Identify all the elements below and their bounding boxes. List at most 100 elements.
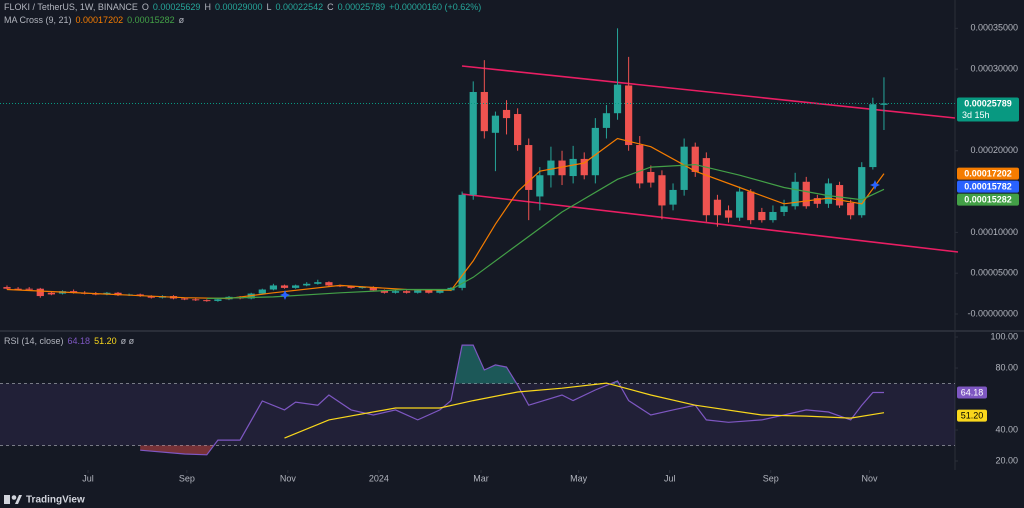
rsi-legend: RSI (14, close) 64.18 51.20 ø ø xyxy=(4,336,134,346)
candle-body xyxy=(747,191,755,221)
indicator-legend: MA Cross (9, 21) 0.00017202 0.00015282 ø xyxy=(4,15,184,25)
price-label: 0.00017202 xyxy=(964,168,1012,178)
rsi-value: 51.20 xyxy=(94,336,117,346)
x-tick-label: Jul xyxy=(82,473,94,483)
candle-body xyxy=(314,282,322,284)
ohlc-key: O xyxy=(141,2,149,12)
candle-body xyxy=(835,185,844,206)
candle-body xyxy=(214,299,222,301)
indicator-value: 0.00017202 xyxy=(75,15,124,25)
ohlc-key: L xyxy=(266,2,272,12)
candle-body xyxy=(14,288,22,290)
candle-body xyxy=(258,289,266,294)
price-label-box xyxy=(957,193,1019,206)
y-tick-label: 0.00010000 xyxy=(970,227,1018,237)
candle-body xyxy=(525,145,533,190)
candle-body xyxy=(847,202,855,216)
signal-marker xyxy=(870,180,880,190)
price-label: 0.00025789 xyxy=(964,98,1012,108)
rsi-label: 64.18 xyxy=(961,387,984,397)
price-label-box xyxy=(957,180,1019,193)
candle-body xyxy=(458,194,466,288)
indicator-name: MA Cross (9, 21) xyxy=(4,15,72,25)
candle-body xyxy=(802,181,810,207)
candle-body xyxy=(3,287,11,289)
y-tick-label: 0.00035000 xyxy=(970,23,1018,33)
candle-body xyxy=(425,290,433,293)
y-tick-label: -0.00000000 xyxy=(967,308,1018,318)
x-tick-label: Nov xyxy=(280,473,297,483)
series-line xyxy=(140,344,884,456)
candle-body xyxy=(502,109,511,119)
candle-body xyxy=(736,191,744,218)
candle-body xyxy=(347,286,355,288)
candle-body xyxy=(724,210,733,218)
candle-body xyxy=(680,146,688,190)
x-tick-label: Sep xyxy=(763,473,779,483)
candle-body xyxy=(602,113,611,128)
x-tick-label: Mar xyxy=(473,473,489,483)
ohlc-key: H xyxy=(204,2,211,12)
candle-body xyxy=(303,283,311,286)
candle-body xyxy=(869,104,877,168)
rsi-icon: ø ø xyxy=(120,336,135,346)
candle-body xyxy=(858,167,866,216)
candle-body xyxy=(192,299,200,301)
candle-body xyxy=(769,211,777,221)
candle-body xyxy=(203,300,211,302)
x-tick-label: Nov xyxy=(862,473,879,483)
candle-body xyxy=(436,290,444,293)
series-line xyxy=(6,137,885,300)
y-tick-label: 80.00 xyxy=(995,362,1018,372)
symbol: FLOKI / TetherUS, 1W, BINANCE xyxy=(4,2,138,12)
candle-body xyxy=(69,291,78,293)
candle-body xyxy=(469,91,477,195)
change: +0.00000160 (+0.62%) xyxy=(389,2,482,12)
candle-body xyxy=(269,285,278,290)
series-line xyxy=(284,382,885,439)
price-label: 0.00015782 xyxy=(964,181,1012,191)
series-line xyxy=(206,163,885,300)
trend-line xyxy=(461,193,959,253)
price-label-box xyxy=(957,167,1019,180)
candle-body xyxy=(391,291,400,293)
candle-body xyxy=(625,85,633,146)
candle-body xyxy=(25,288,33,290)
candle-body xyxy=(480,91,488,132)
x-tick-label: May xyxy=(570,473,588,483)
y-tick-label: 40.00 xyxy=(995,424,1018,434)
y-tick-label: 100.00 xyxy=(990,331,1018,341)
candle-body xyxy=(514,114,522,146)
candle-body xyxy=(36,288,44,297)
rsi-label: 51.20 xyxy=(961,411,984,421)
candle-body xyxy=(114,292,122,296)
rsi-label-box xyxy=(957,386,987,399)
overbought-fill xyxy=(454,345,619,384)
ohlc-value: 0.00029000 xyxy=(214,2,263,12)
candle-body xyxy=(713,199,722,216)
candle-body xyxy=(358,287,366,289)
y-tick-label: 0.00005000 xyxy=(970,268,1018,278)
candle-body xyxy=(758,211,766,221)
candle-body xyxy=(147,296,155,298)
candle-body xyxy=(536,175,544,197)
candle-body xyxy=(780,206,788,212)
candle-body xyxy=(613,84,622,114)
candle-body xyxy=(591,127,599,176)
rsi-label-box xyxy=(957,409,987,422)
candle-body xyxy=(180,298,189,300)
price-label: 0.00015282 xyxy=(964,194,1012,204)
candle-body xyxy=(702,158,710,216)
x-tick-label: Sep xyxy=(179,473,195,483)
candle-body xyxy=(658,175,666,206)
y-tick-label: 0.00030000 xyxy=(970,64,1018,74)
x-tick-label: 2024 xyxy=(369,473,389,483)
rsi-band xyxy=(0,383,955,446)
candle-body xyxy=(813,198,821,204)
ohlc-value: 0.00025629 xyxy=(152,2,201,12)
candle-body xyxy=(369,287,377,291)
candle-body xyxy=(669,189,677,205)
candle-body xyxy=(636,145,644,184)
